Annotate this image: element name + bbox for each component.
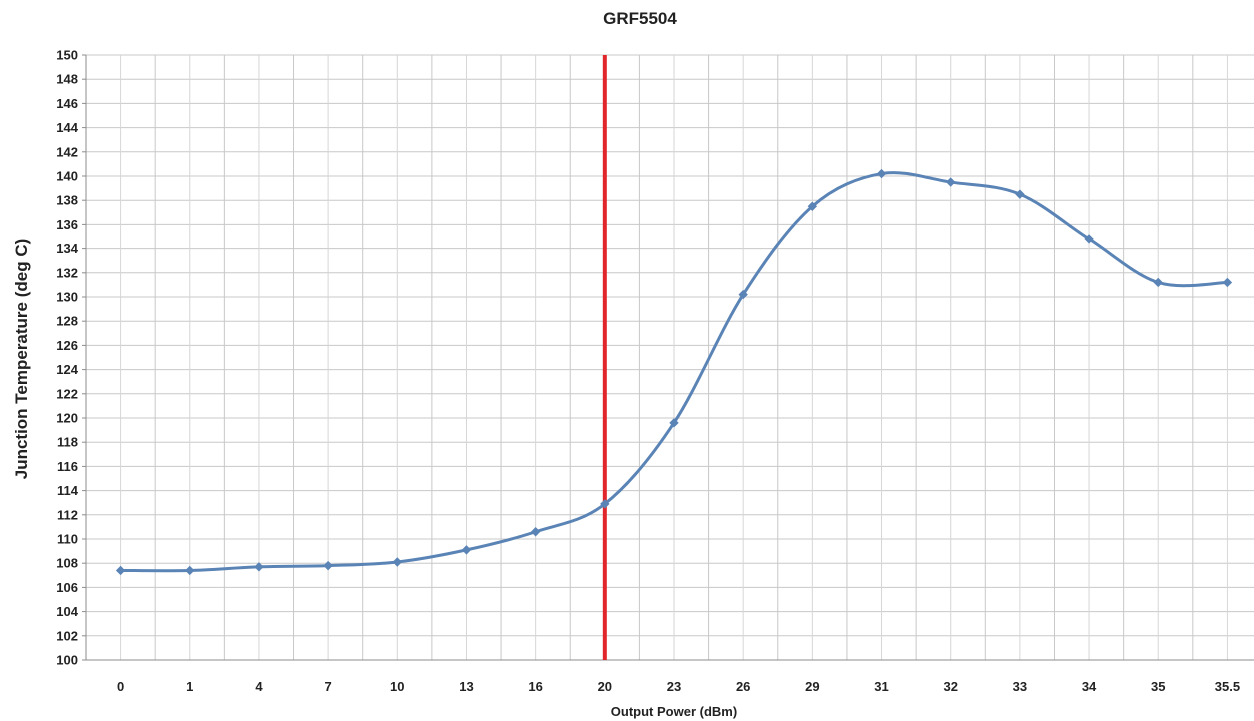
y-tick-label: 144 [56,120,78,135]
data-point-marker [669,418,679,428]
y-tick-label: 110 [57,532,78,547]
y-tick-label: 102 [56,628,78,643]
y-axis-label: Junction Temperature (deg C) [12,239,31,480]
y-tick-label: 138 [56,193,78,208]
plot-frame [82,54,1254,661]
y-tick-label: 116 [57,459,78,474]
y-tick-label: 150 [56,48,78,63]
x-tick-label: 23 [667,679,681,694]
x-tick-label: 20 [598,679,612,694]
y-tick-label: 126 [56,338,78,353]
x-tick-label: 31 [874,679,888,694]
x-tick-label: 10 [390,679,404,694]
data-point-marker [1153,277,1163,288]
data-point-marker [738,289,748,300]
x-tick-label: 35 [1151,679,1165,694]
y-tick-label: 120 [56,411,78,426]
data-point-marker [115,565,126,576]
data-point-marker [185,565,195,576]
x-tick-label: 26 [736,679,750,694]
y-tick-label: 106 [56,580,78,595]
data-point-marker [392,557,403,567]
y-tick-label: 136 [56,217,78,232]
x-tick-label: 32 [943,679,957,694]
y-tick-label: 146 [56,96,78,111]
x-tick-label: 16 [528,679,542,694]
x-tick-labels: 0 1 4 7 10 13 16 20 23 26 29 31 32 33 34 35 35.5 [117,679,1240,694]
x-tick-label: 35.5 [1215,679,1240,694]
y-tick-label: 128 [56,314,78,329]
y-tick-label: 112 [57,507,78,522]
data-point-marker [876,168,887,179]
x-tick-label: 34 [1082,679,1097,694]
y-tick-label: 148 [56,72,78,87]
chart-title: GRF5504 [603,9,677,28]
y-tick-label: 124 [56,362,78,377]
data-point-marker [530,527,541,537]
data-point-marker [254,562,264,572]
data-point-marker [323,560,333,571]
y-tick-label: 100 [56,653,78,668]
y-tick-label: 104 [56,604,78,619]
data-point-marker [461,545,472,555]
data-point-marker [1084,234,1094,244]
y-tick-label: 134 [56,241,78,256]
x-tick-label: 7 [325,679,332,694]
y-tick-label: 118 [57,435,78,450]
y-tick-labels: 100 102 104 106 108 110 112 114 116 118 120 122 124 1… [56,48,78,668]
y-tick-label: 142 [56,144,78,159]
y-tick-label: 132 [56,265,78,280]
y-tick-label: 108 [56,556,78,571]
data-point-marker [807,201,818,211]
x-tick-label: 1 [186,679,193,694]
x-tick-label: 13 [459,679,473,694]
x-tick-label: 29 [805,679,819,694]
x-tick-label: 0 [117,679,124,694]
y-tick-label: 122 [56,386,78,401]
data-point-marker [1015,189,1025,199]
grid [85,54,1254,661]
data-point-marker [1222,277,1233,288]
x-tick-label: 4 [255,679,263,694]
x-axis-label: Output Power (dBm) [611,704,737,719]
series-line [119,171,1229,573]
data-point-marker [600,499,610,509]
y-tick-label: 140 [56,169,78,184]
series-group [115,168,1233,576]
data-point-marker [945,177,956,187]
x-tick-label: 33 [1013,679,1027,694]
y-tick-label: 130 [56,290,78,305]
y-tick-label: 114 [57,483,79,498]
